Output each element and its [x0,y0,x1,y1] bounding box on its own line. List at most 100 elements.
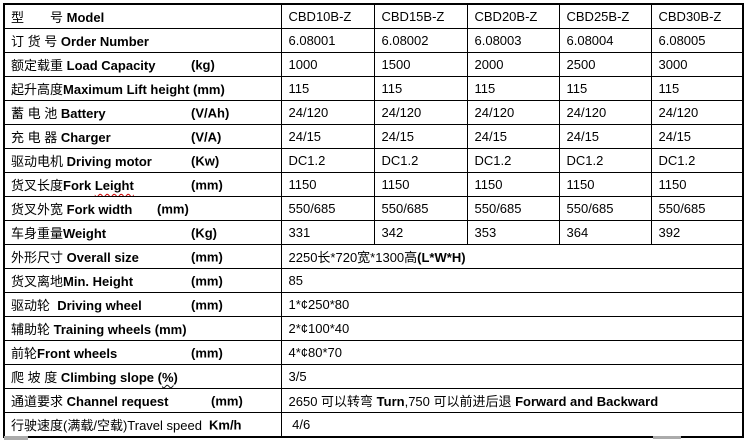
text-segment: 货叉外宽 [11,202,67,217]
spec-value-cell: 24/15 [558,124,652,149]
spec-value-cell: 6.08003 [466,28,560,53]
text-segment: ) [173,370,178,385]
spec-value-cell: 24/120 [466,100,560,125]
table-row: 驱动电机 Driving motor (Kw) DC1.2 DC1.2 DC1.2 DC1… [3,148,744,173]
row-label-cell: 行驶速度(满载/空载)Travel speed Km/h [3,412,282,438]
table-row: 起升高度Maximum Lift height (mm) 115 115 115 115… [3,76,744,101]
spec-table-body: 型 号 Model CBD10B-Z CBD15B-Z CBD20B-Z CBD25B-… [3,3,744,438]
text-segment: 爬 坡 度 [11,370,61,385]
text-segment: Model [66,10,105,25]
row-label-cell: 型 号 Model [3,3,282,29]
row-label-cell: 货叉离地Min. Height (mm) [3,268,282,293]
spec-value-cell: 24/15 [280,124,375,149]
spec-value-cell: 550/685 [650,196,744,221]
spec-value-cell: 392 [650,220,744,245]
spec-table: 型 号 Model CBD10B-Z CBD15B-Z CBD20B-Z CBD25B-… [3,3,744,438]
text-segment: 充 电 器 [11,130,61,145]
spec-value-cell: 550/685 [466,196,560,221]
spec-value-cell: 6.08001 [280,28,375,53]
spec-value-cell: 6.08004 [558,28,652,53]
table-row: 爬 坡 度 Climbing slope (%) 3/5 [3,364,744,389]
row-unit-label: (Kg) [191,225,217,240]
text-segment: 蓄 电 池 [11,106,61,121]
row-label-cell: 货叉外宽 Fork width (mm) [3,196,282,221]
text-segment: 4*¢80*70 [288,345,343,360]
spec-value-cell: 115 [650,76,744,101]
spec-value-cell: 1150 [280,172,375,197]
text-segment: 2650 可以转弯 [288,394,377,409]
spec-value-cell: 24/15 [466,124,560,149]
row-unit-label: (mm) [157,201,189,216]
gray-artifact-right [653,436,681,439]
spec-value-cell: DC1.2 [650,148,744,173]
row-label-cell: 通道要求 Channel request (mm) [3,388,282,413]
spec-value-cell: DC1.2 [280,148,375,173]
text-segment: Channel request [66,394,169,409]
row-unit-label: (kg) [191,57,215,72]
row-unit-label: (mm) [191,273,223,288]
row-label-cell: 车身重量Weight (Kg) [3,220,282,245]
text-segment: Turn [376,394,405,409]
row-label-cell: 驱动电机 Driving motor (Kw) [3,148,282,173]
row-label-cell: 额定载重 Load Capacity (kg) [3,52,282,77]
row-label-cell: 订 货 号 Order Number [3,28,282,53]
spec-value-cell: 550/685 [373,196,468,221]
text-segment: % [161,370,174,385]
spec-value-cell: 115 [466,76,560,101]
spec-value-cell: DC1.2 [466,148,560,173]
table-row: 辅助轮 Training wheels (mm) 2*¢100*40 [3,316,744,341]
text-segment: Fork [63,178,95,193]
text-segment: 前轮 [11,346,38,361]
spec-value-cell: 550/685 [280,196,375,221]
spec-value-cell: 6.08005 [650,28,744,53]
spec-value-cell: 24/120 [373,100,468,125]
text-segment: 型 号 [11,10,67,25]
row-label-cell: 货叉长度Fork Leight (mm) [3,172,282,197]
text-segment: 订 货 号 [11,34,61,49]
text-segment: 外形尺寸 [11,250,67,265]
text-segment: Driving wheel [57,298,142,313]
spec-value-cell: 6.08002 [373,28,468,53]
text-segment: 货叉长度 [11,178,64,193]
spec-value-cell-merged: 85 [280,268,744,293]
spec-value-cell: 24/15 [650,124,744,149]
text-segment: 辅助轮 [11,322,54,337]
text-segment: 驱动电机 [11,154,67,169]
spec-value-cell: CBD30B-Z [650,3,744,29]
spec-value-cell-merged: 4/6 [280,412,744,438]
text-segment: Fork width [66,202,133,217]
text-segment: Climbing slope ( [60,370,162,385]
spec-value-cell-merged: 2*¢100*40 [280,316,744,341]
text-segment: 2250长*720宽*1300高 [288,250,418,265]
spec-value-cell-merged: 4*¢80*70 [280,340,744,365]
spec-value-cell: 331 [280,220,375,245]
text-segment: Leight [94,178,134,193]
row-unit-label: (mm) [211,393,243,408]
spec-value-cell: 550/685 [558,196,652,221]
row-label-cell: 爬 坡 度 Climbing slope (%) [3,364,282,389]
text-segment: Maximum Lift height (mm) [63,82,225,97]
spec-value-cell: CBD15B-Z [373,3,468,29]
text-segment: Front wheels [37,346,118,361]
spec-value-cell: 24/120 [280,100,375,125]
text-segment: 车身重量 [11,226,64,241]
row-unit-label: (Kw) [191,153,220,168]
spec-value-cell: 1000 [280,52,375,77]
text-segment: 3/5 [288,369,307,384]
spec-value-cell: 1150 [373,172,468,197]
row-unit-label: (V/Ah) [191,105,230,120]
text-segment: Weight [63,226,107,241]
text-segment: Forward and Backward [515,394,659,409]
spec-value-cell-merged: 1*¢250*80 [280,292,744,317]
table-row: 充 电 器 Charger (V/A) 24/15 24/15 24/15 24/15 24… [3,124,744,149]
row-label-cell: 起升高度Maximum Lift height (mm) [3,76,282,101]
table-row: 蓄 电 池 Battery (V/Ah) 24/120 24/120 24/120 24/… [3,100,744,125]
text-segment: Battery [60,106,106,121]
table-row: 货叉长度Fork Leight (mm) 1150 1150 1150 1150 1150 [3,172,744,197]
row-label-cell: 充 电 器 Charger (V/A) [3,124,282,149]
table-row: 货叉离地Min. Height (mm) 85 [3,268,744,293]
table-row: 行驶速度(满载/空载)Travel speed Km/h 4/6 [3,412,744,438]
row-label-cell: 辅助轮 Training wheels (mm) [3,316,282,341]
text-segment: Travel speed [127,418,202,433]
text-segment: ,750 可以前进后退 [404,394,516,409]
